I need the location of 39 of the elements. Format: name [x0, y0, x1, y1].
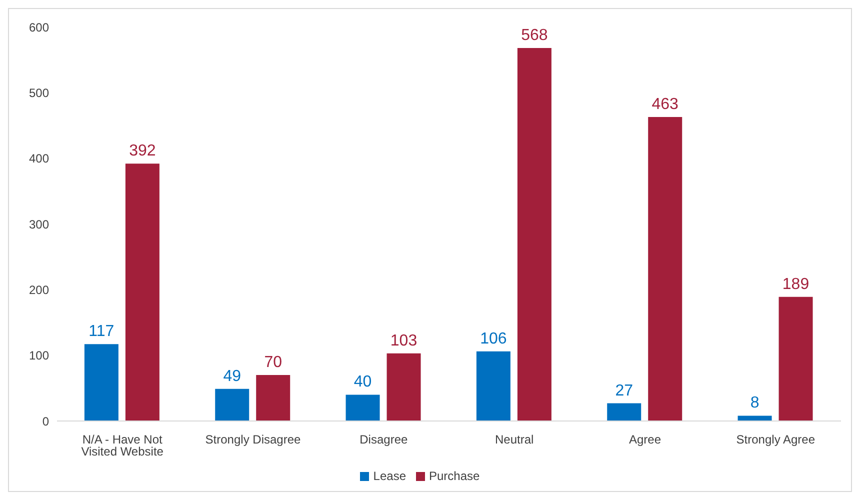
y-tick-label: 100 [28, 348, 50, 363]
data-label: 189 [782, 276, 810, 293]
data-label: 8 [750, 394, 760, 412]
data-label: 463 [652, 96, 679, 113]
data-label: 568 [521, 27, 548, 44]
bar [778, 296, 813, 421]
x-tick-label: N/A - Have Not Visited Website [81, 432, 164, 459]
bar [738, 416, 772, 421]
bar [607, 403, 642, 421]
data-label: 106 [480, 330, 507, 348]
bar [125, 164, 160, 421]
data-label: 70 [264, 354, 282, 372]
legend-label: Lease [373, 469, 406, 483]
y-tick-label: 500 [28, 86, 50, 100]
x-tick-label: Neutral [494, 432, 534, 447]
x-tick-label: Strongly Agree [736, 432, 816, 447]
bar [476, 351, 510, 421]
y-tick-label: 200 [28, 282, 50, 297]
data-label: 103 [390, 332, 418, 350]
bar [346, 394, 380, 421]
data-label: 27 [615, 382, 634, 400]
data-label: 49 [223, 368, 242, 385]
y-tick-label: 300 [28, 217, 50, 232]
bar [215, 388, 250, 421]
y-tick-label: 600 [28, 20, 50, 34]
x-tick-label: Strongly Disagree [205, 432, 302, 447]
bar [648, 116, 682, 421]
y-tick-label: 400 [28, 152, 50, 166]
bar [517, 48, 552, 421]
y-tick-label: 0 [42, 414, 50, 428]
bar [84, 344, 118, 421]
x-tick-label: Agree [628, 432, 662, 447]
data-label: 40 [354, 374, 372, 391]
data-label: 117 [88, 323, 114, 340]
bar [386, 353, 421, 421]
bar [256, 375, 290, 421]
x-tick-label: Disagree [360, 432, 408, 447]
data-label: 392 [129, 142, 156, 160]
legend-label: Purchase [429, 469, 480, 483]
